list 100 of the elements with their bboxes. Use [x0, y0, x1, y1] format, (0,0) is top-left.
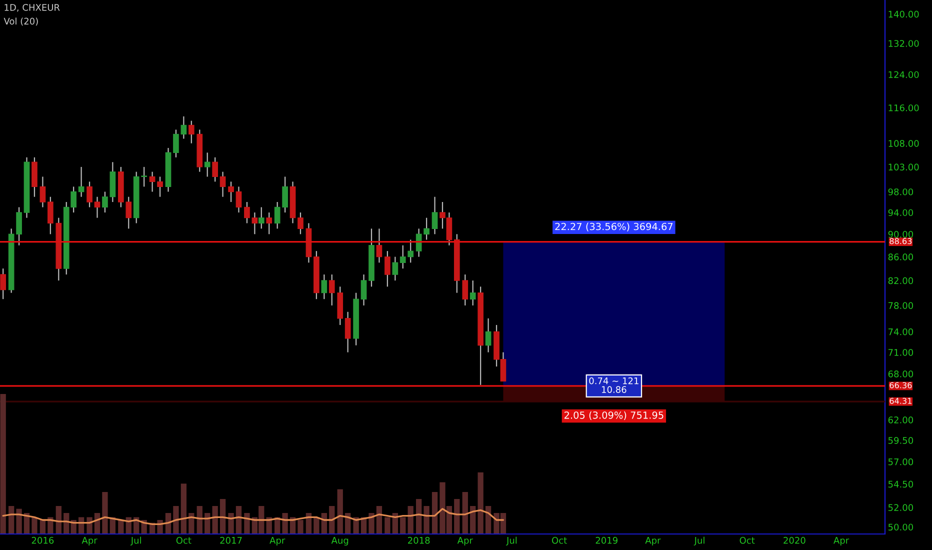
- y-tick-label: 90.00: [888, 230, 914, 238]
- x-tick-label: Apr: [270, 537, 286, 546]
- candlestick: [344, 311, 351, 353]
- x-tick-label: Apr: [645, 537, 661, 546]
- bar: [337, 489, 343, 534]
- y-tick-label: 116.00: [888, 104, 919, 112]
- y-tick-label: 78.00: [888, 302, 914, 309]
- x-tick-label: 2019: [596, 536, 618, 544]
- candlestick: [16, 206, 22, 246]
- x-tick-label: Apr: [834, 537, 850, 546]
- y-tick-label: 124.00: [888, 71, 919, 78]
- y-tick-label: 52.00: [888, 504, 914, 511]
- candlestick: [384, 250, 390, 288]
- candlestick: [94, 196, 100, 218]
- x-tick-label: Jul: [130, 536, 141, 546]
- candlestick: [78, 166, 84, 198]
- bar: [244, 513, 250, 534]
- band-label: 22.27 (33.56%) 3694.67: [555, 222, 673, 232]
- y-tick-label: 108.00: [888, 140, 919, 147]
- candlestick: [244, 201, 250, 224]
- bar: [400, 517, 406, 534]
- candlestick: [360, 274, 367, 306]
- candlestick: [462, 274, 468, 306]
- candlestick: [470, 280, 476, 306]
- candlestick: [212, 156, 218, 182]
- bar: [220, 499, 226, 534]
- y-tick-label: 140.00: [888, 10, 919, 18]
- y-tick-label: 50.00: [888, 524, 914, 531]
- x-tick-label: 2017: [220, 536, 242, 544]
- candlestick: [173, 129, 179, 158]
- x-tick-label: Apr: [457, 537, 473, 546]
- y-tick-label: 62.00: [888, 416, 914, 424]
- bar: [454, 499, 460, 534]
- candlestick: [204, 152, 210, 178]
- candlestick: [298, 212, 304, 235]
- candlestick: [432, 196, 438, 235]
- chart-title: Vol (20): [4, 18, 38, 26]
- bar: [16, 508, 22, 534]
- bar: [314, 517, 320, 534]
- x-tick-label: 2018: [408, 536, 430, 544]
- x-tick-label: Oct: [552, 536, 567, 544]
- candlestick: [258, 206, 264, 230]
- x-tick-label: 2016: [32, 536, 54, 544]
- candlestick: [149, 171, 156, 192]
- y-tick-label: 94.00: [888, 209, 914, 216]
- bar: [228, 513, 234, 534]
- bar: [416, 499, 422, 534]
- candlestick: [321, 274, 328, 300]
- candlestick: [188, 120, 194, 144]
- y-tick-label: 59.50: [888, 437, 914, 444]
- candlestick: [328, 274, 335, 306]
- annotation: 0.74 ~ 121 10.86: [589, 377, 638, 393]
- candlestick: [220, 171, 226, 198]
- bar: [478, 472, 484, 534]
- candlestick: [0, 268, 6, 300]
- bar: [8, 506, 14, 534]
- y-tick-label: 98.00: [888, 188, 914, 196]
- y-tick-label: 82.00: [888, 277, 914, 284]
- y-tick-label: 71.00: [888, 349, 914, 356]
- bar: [368, 513, 374, 534]
- ref-line-label: 88.63: [890, 238, 912, 244]
- bar: [408, 506, 414, 534]
- bar: [0, 394, 6, 534]
- candlestick: [236, 186, 242, 214]
- y-tick-label: 68.00: [888, 370, 914, 378]
- x-tick-label: Jul: [506, 536, 517, 546]
- x-tick-label: Aug: [331, 537, 348, 546]
- x-tick-label: Oct: [740, 536, 755, 544]
- bar: [236, 506, 242, 534]
- y-tick-label: 57.00: [888, 458, 914, 466]
- y-tick-label: 103.00: [888, 164, 919, 170]
- y-tick-label: 86.00: [888, 254, 914, 260]
- x-tick-label: Apr: [82, 537, 98, 546]
- band-label: 2.05 (3.09%) 751.95: [564, 411, 664, 420]
- bar: [196, 506, 202, 534]
- candlestick: [48, 196, 54, 235]
- y-tick-label: 74.00: [888, 328, 914, 336]
- bar: [424, 506, 430, 534]
- candlestick: [86, 181, 92, 208]
- candlestick: [392, 256, 398, 282]
- y-tick-label: 132.00: [888, 40, 919, 47]
- candlestick: [157, 176, 163, 198]
- bar: [56, 506, 62, 534]
- candlestick: [252, 212, 258, 235]
- bar: [86, 517, 92, 534]
- bar: [432, 492, 438, 534]
- x-tick-label: 2020: [784, 536, 806, 544]
- candlestick: [40, 176, 46, 208]
- x-tick-label: Jul: [694, 536, 704, 546]
- bar: [462, 492, 468, 534]
- bar: [32, 517, 38, 534]
- ref-line-label: 64.31: [890, 398, 912, 404]
- ref-line-label: 66.36: [890, 382, 912, 388]
- candlestick: [266, 212, 272, 235]
- bar: [102, 492, 108, 534]
- bar: [282, 513, 288, 534]
- candlestick: [485, 318, 492, 353]
- candlestick: [180, 116, 187, 140]
- chart-title: 1D, CHXEUR: [4, 4, 60, 12]
- bar: [470, 506, 476, 534]
